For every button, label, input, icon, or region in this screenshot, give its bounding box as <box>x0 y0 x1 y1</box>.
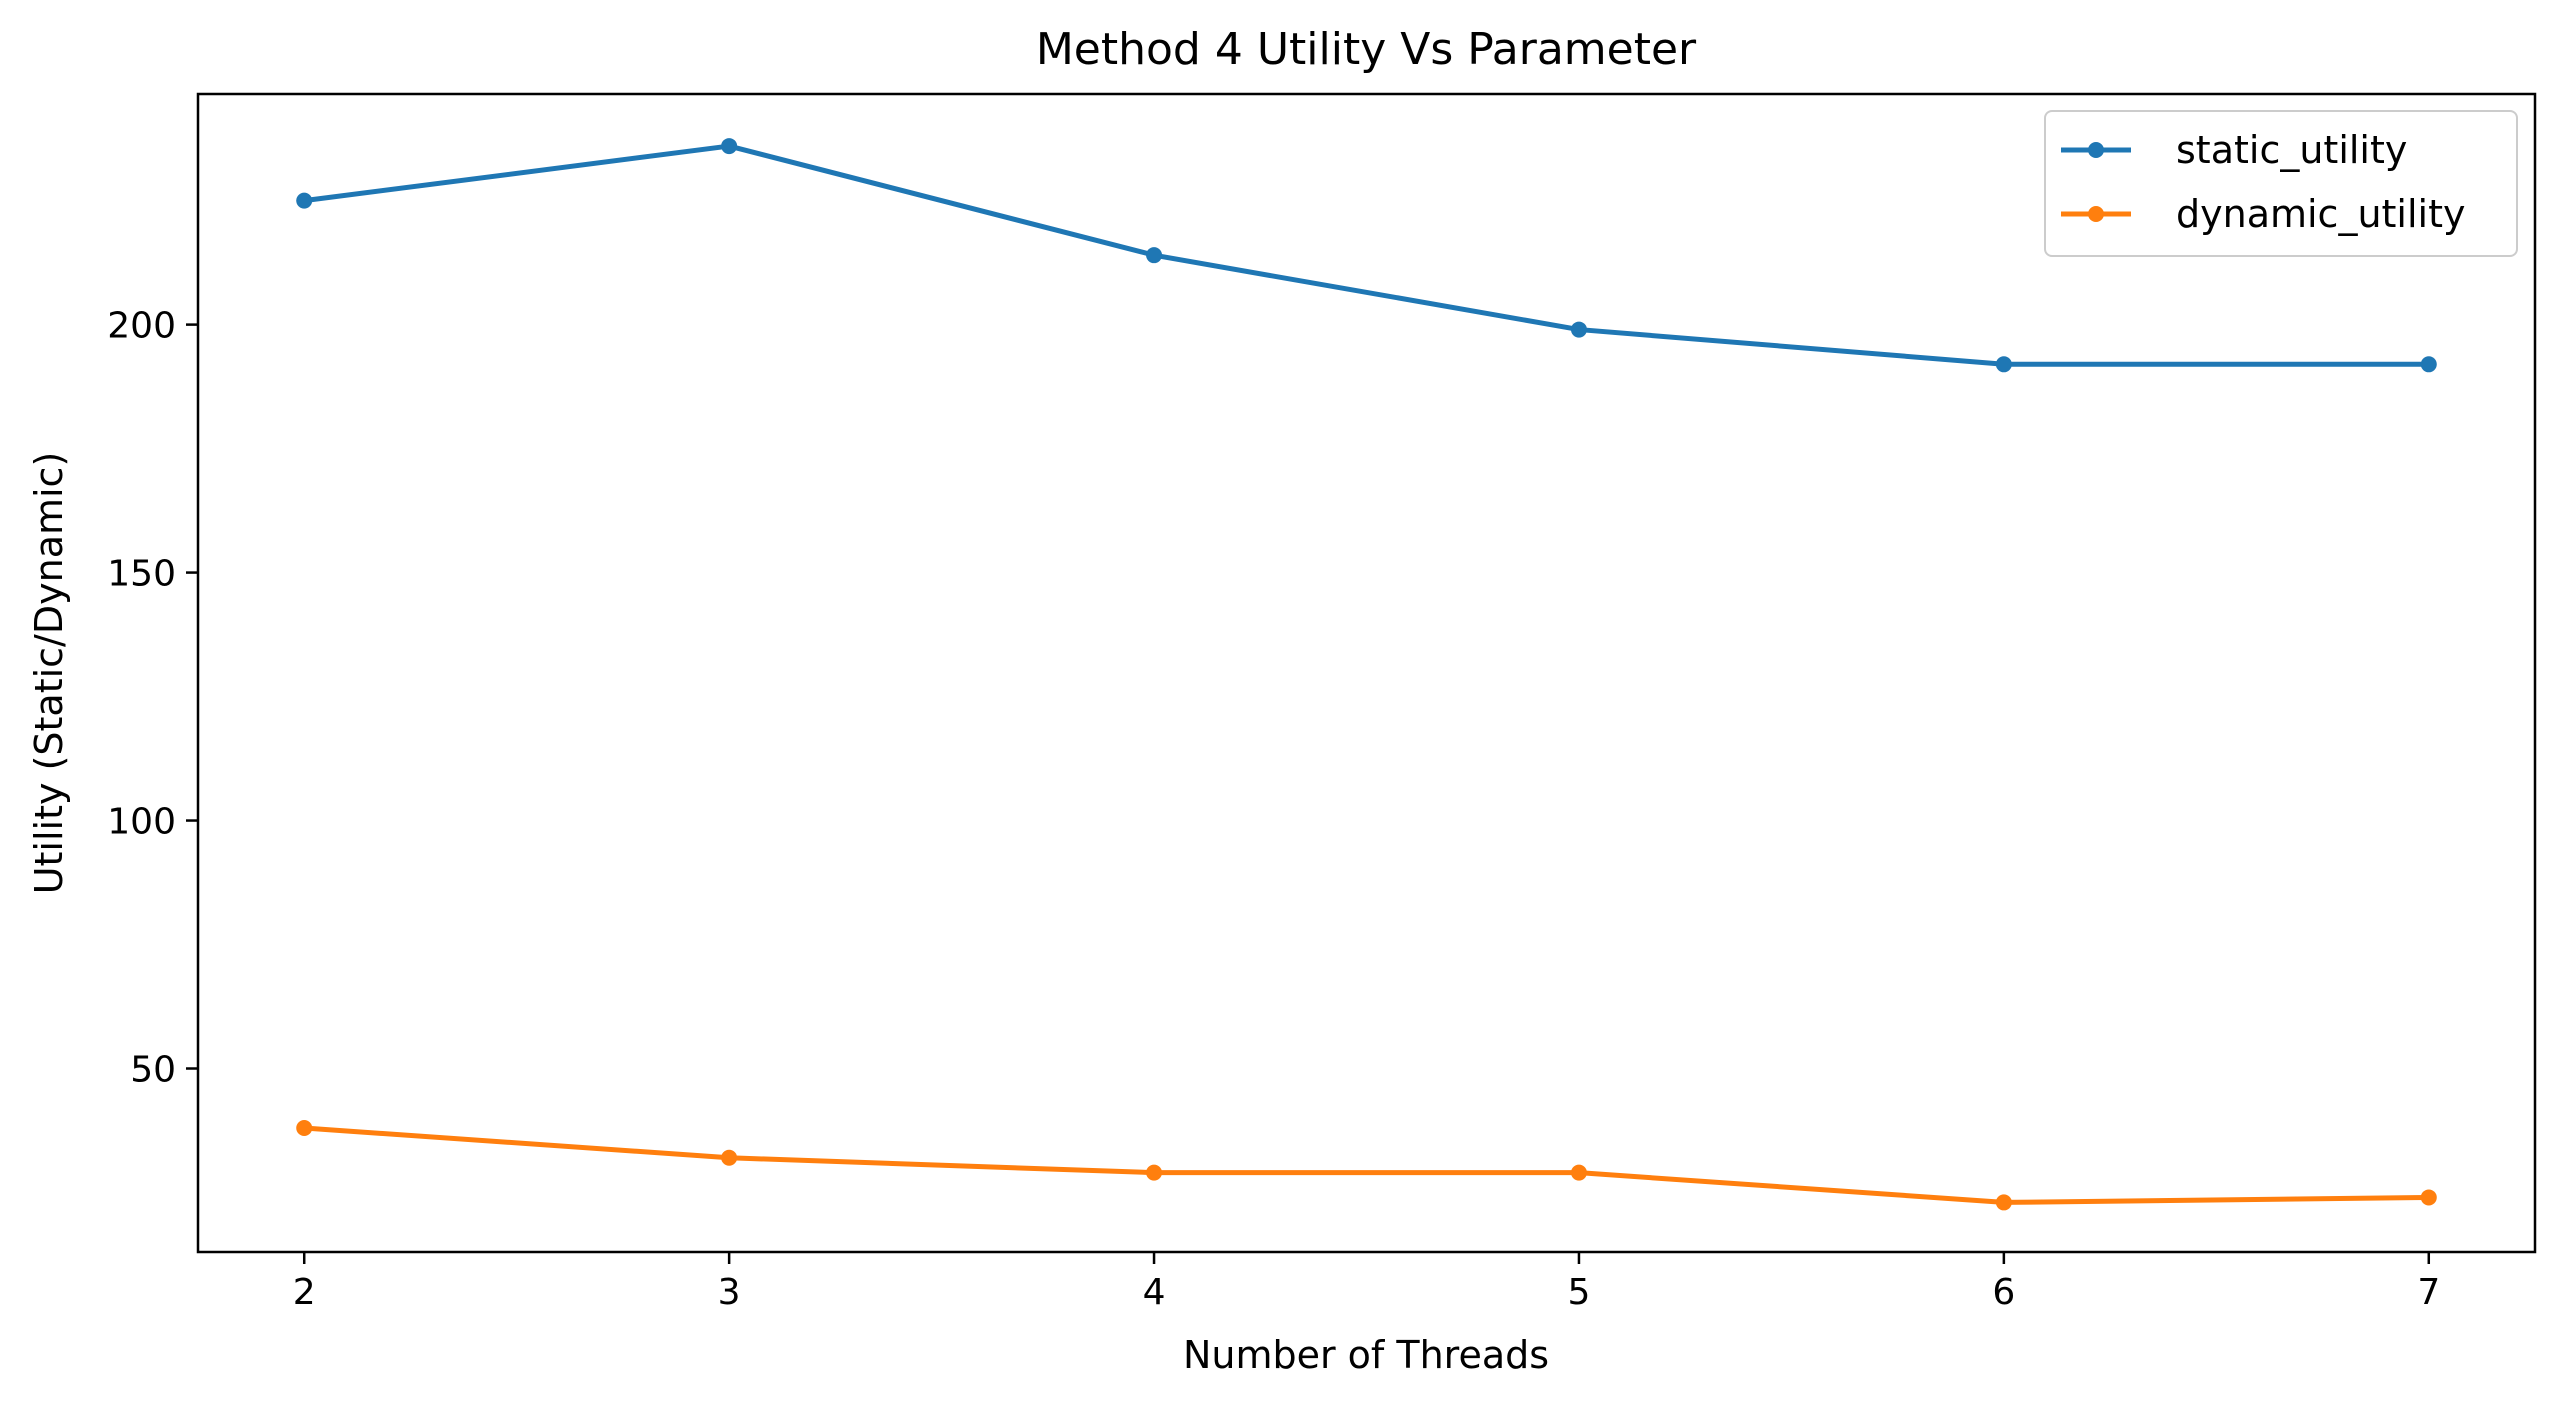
data-point-static_utility <box>1995 356 2012 373</box>
legend-label-dynamic_utility: dynamic_utility <box>2176 192 2466 236</box>
data-point-static_utility <box>1146 247 1163 264</box>
x-axis-label: Number of Threads <box>1183 1333 1549 1377</box>
legend-label-static_utility: static_utility <box>2176 128 2407 172</box>
x-tick-label: 7 <box>2417 1272 2440 1313</box>
legend: static_utility dynamic_utility <box>2044 110 2518 257</box>
data-point-dynamic_utility <box>1570 1164 1587 1181</box>
x-axis: 2 3 4 5 6 7 <box>293 1252 2440 1313</box>
x-tick-label: 4 <box>1143 1272 1166 1313</box>
y-tick-label: 50 <box>130 1050 176 1091</box>
series-line-dynamic_utility <box>301 1125 2432 1205</box>
data-point-static_utility <box>1570 321 1587 338</box>
x-tick-label: 3 <box>718 1272 741 1313</box>
data-point-static_utility <box>296 192 313 209</box>
series-line-static_utility <box>301 143 2432 367</box>
y-axis: 50 100 150 200 <box>107 306 198 1091</box>
data-point-dynamic_utility <box>721 1149 738 1166</box>
plot-area <box>296 138 2437 1211</box>
plot-frame <box>196 92 2537 1254</box>
y-tick-label: 200 <box>107 306 176 347</box>
y-tick-label: 150 <box>107 554 176 595</box>
legend-marker-dynamic_utility <box>2088 206 2104 222</box>
legend-marker-static_utility <box>2088 142 2104 158</box>
y-tick-label: 100 <box>107 802 176 843</box>
legend-box <box>2044 110 2518 257</box>
data-point-dynamic_utility <box>1146 1164 1163 1181</box>
data-point-static_utility <box>721 138 738 155</box>
chart-title: Method 4 Utility Vs Parameter <box>1036 24 1697 75</box>
x-tick-label: 5 <box>1568 1272 1591 1313</box>
x-tick-label: 2 <box>293 1272 316 1313</box>
data-point-dynamic_utility <box>1995 1194 2012 1211</box>
data-point-dynamic_utility <box>2420 1189 2437 1206</box>
data-point-static_utility <box>2420 356 2437 373</box>
data-point-dynamic_utility <box>296 1120 313 1137</box>
x-tick-label: 6 <box>1992 1272 2015 1313</box>
y-axis-label: Utility (Static/Dynamic) <box>27 452 71 895</box>
